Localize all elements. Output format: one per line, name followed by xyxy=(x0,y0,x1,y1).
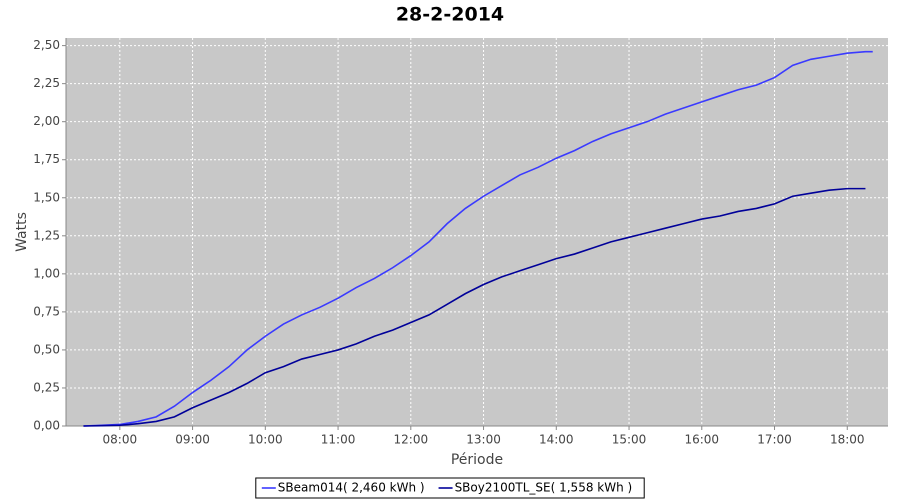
x-tick-label: 10:00 xyxy=(248,433,283,447)
series-line xyxy=(83,187,866,427)
x-tick-label: 11:00 xyxy=(321,433,356,447)
y-tick-label: 2,00 xyxy=(33,114,60,128)
y-tick-label: 0,00 xyxy=(33,419,60,433)
y-tick-label: 0,75 xyxy=(33,304,60,318)
x-tick-label: 12:00 xyxy=(394,433,429,447)
legend: SBeam014( 2,460 kWh ) SBoy2100TL_SE( 1,55… xyxy=(255,477,645,499)
y-tick-label: 2,25 xyxy=(33,76,60,90)
y-tick-label: 0,25 xyxy=(33,380,60,394)
y-axis-label: Watts xyxy=(14,212,30,252)
x-tick-label: 14:00 xyxy=(539,433,574,447)
y-tick-label: 1,75 xyxy=(33,152,60,166)
y-tick-label: 2,50 xyxy=(33,38,60,52)
x-tick-label: 16:00 xyxy=(684,433,719,447)
y-tick-label: 0,50 xyxy=(33,342,60,356)
legend-label: SBeam014( 2,460 kWh ) xyxy=(278,481,425,495)
x-axis-label: Période xyxy=(451,452,503,468)
x-tick-label: 09:00 xyxy=(175,433,210,447)
y-tick-label: 1,00 xyxy=(33,266,60,280)
x-tick-label: 08:00 xyxy=(103,433,138,447)
x-tick-label: 15:00 xyxy=(612,433,647,447)
x-tick-label: 18:00 xyxy=(830,433,865,447)
x-tick-label: 13:00 xyxy=(466,433,501,447)
plot-area xyxy=(66,38,888,426)
y-tick-label: 1,25 xyxy=(33,228,60,242)
y-tick-label: 1,50 xyxy=(33,190,60,204)
x-tick-label: 17:00 xyxy=(757,433,792,447)
legend-label: SBoy2100TL_SE( 1,558 kWh ) xyxy=(455,481,633,495)
series-line xyxy=(83,50,873,427)
chart-title: 28-2-2014 xyxy=(396,4,504,26)
